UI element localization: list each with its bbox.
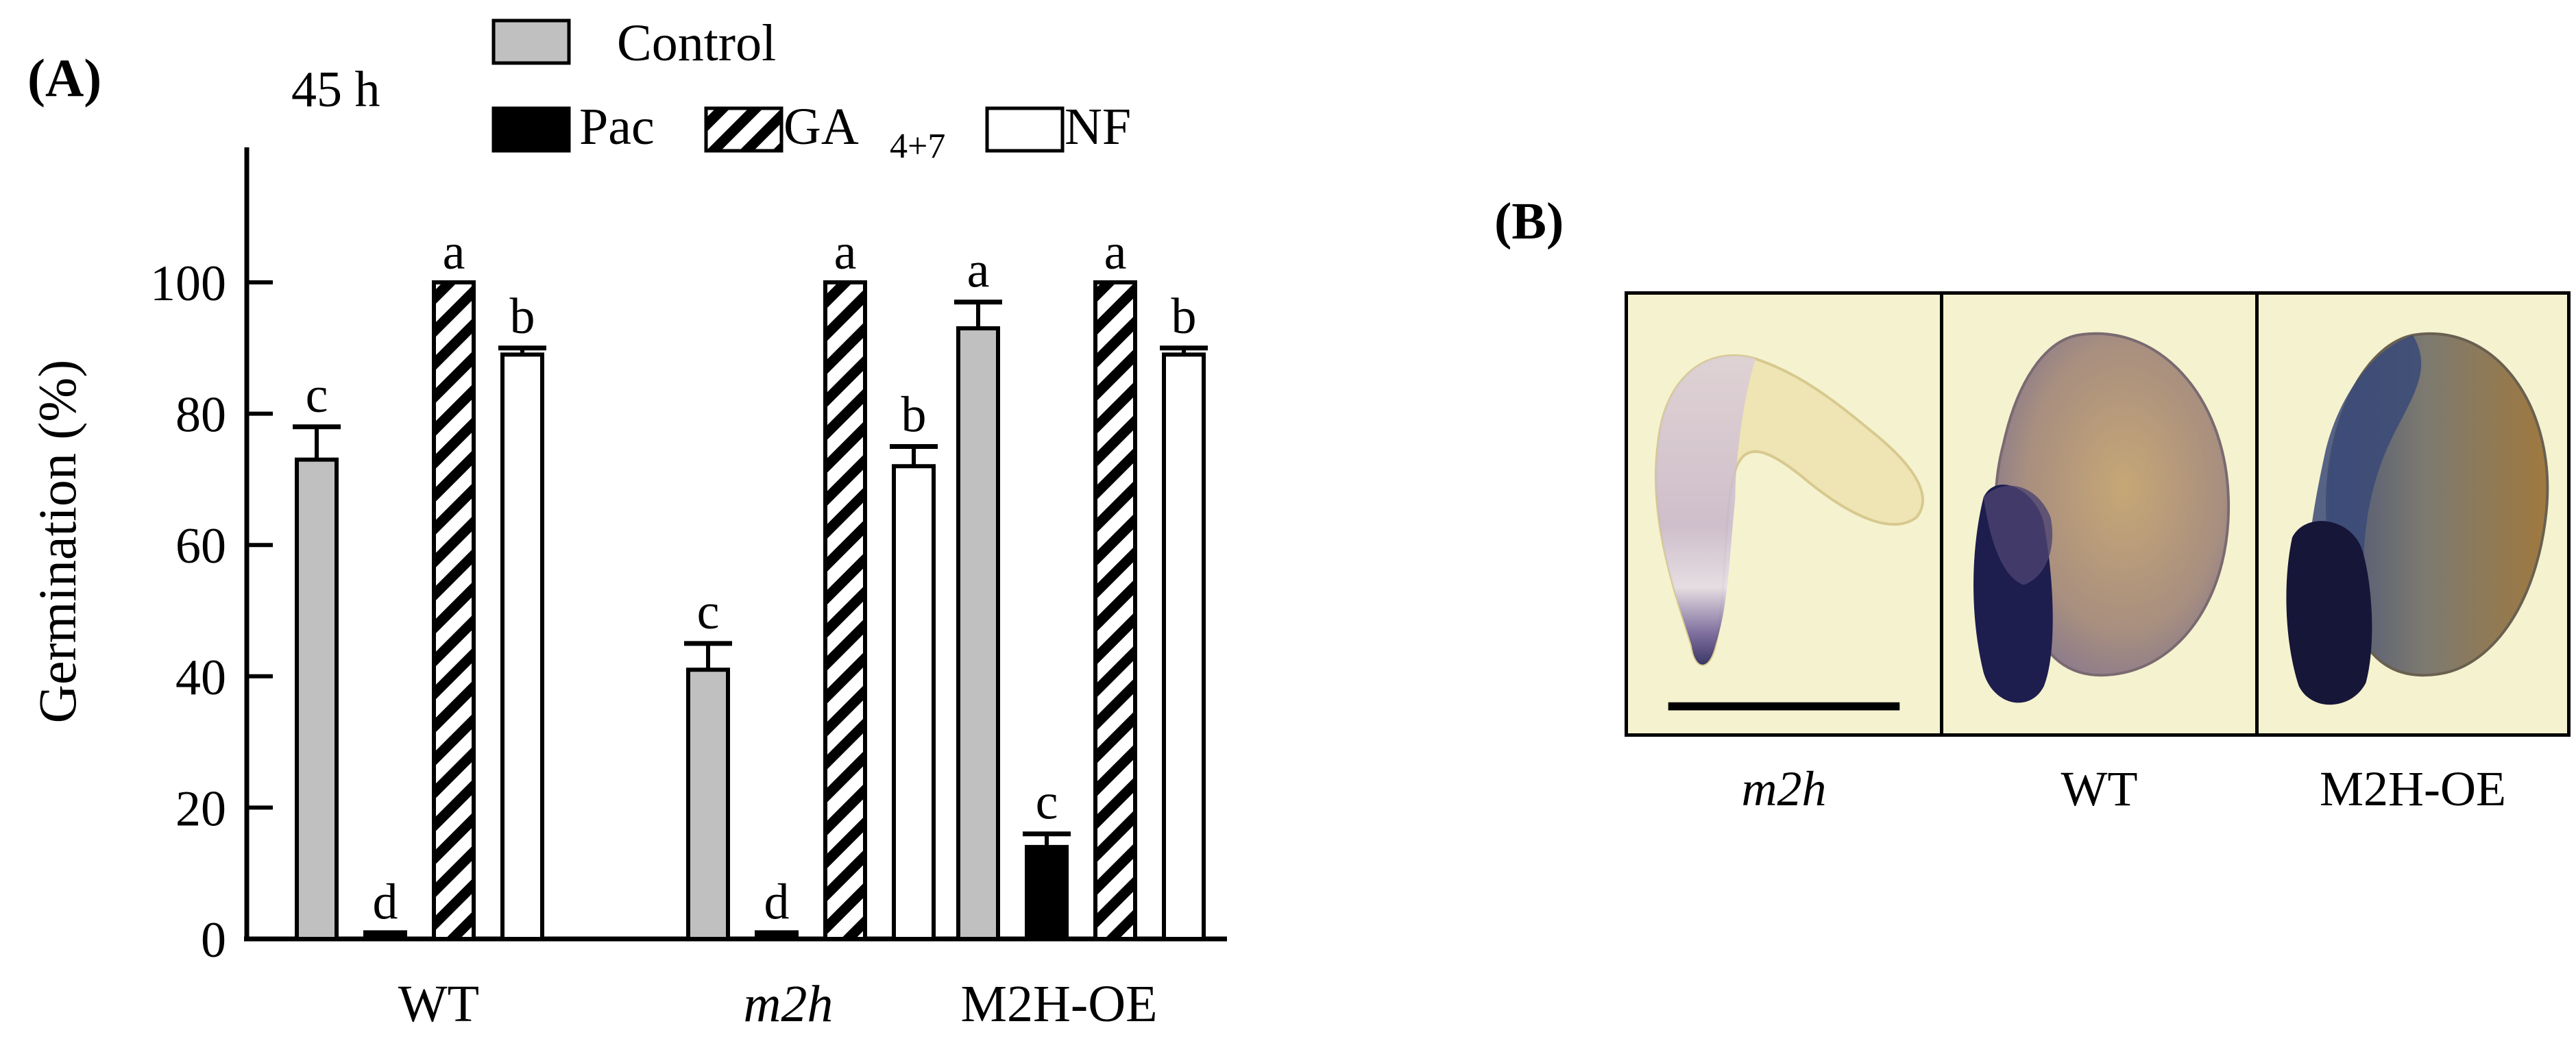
bar-pac-1 [755,930,799,942]
panel-b-label: (B) [1494,193,1564,250]
seed-image-wt [1940,291,2259,737]
bar-ga-2 [1093,280,1137,941]
significance-letter: d [764,874,790,930]
bar-pac-2 [1025,844,1069,941]
y-tick-label: 0 [201,912,226,968]
y-tick-label: 60 [175,518,226,574]
bar-control-2 [956,326,1000,941]
y-axis-label: Germination (%) [27,360,87,724]
legend-label-pac: Pac [579,98,655,156]
seed-image-m2h [1625,291,1943,737]
bar-nf-2 [1162,352,1206,941]
seed-image-m2h-oe [2255,291,2571,737]
legend-swatch-pac [491,106,571,153]
seed-illustration-m2h-oe [2286,332,2549,705]
bar-ga-0 [432,280,476,941]
bar-nf-1 [892,464,936,941]
bar-pac-0 [363,930,407,942]
seed-illustration-m2h [1654,354,1924,711]
y-ticks: 0 20 40 60 80 100 [150,256,273,968]
legend-swatch-control [491,19,571,65]
legend-label-ga-subscript: 4+7 [890,127,945,166]
significance-letter: c [1036,774,1058,831]
bar-control-0 [295,457,339,941]
y-tick-label: 20 [175,781,226,837]
bar-nf-0 [500,352,544,941]
bar-ga-1 [823,280,867,941]
x-category-label: WT [398,975,479,1033]
x-category-label: M2H-OE [960,975,1157,1033]
significance-letter: c [306,367,328,424]
legend-swatch-ga [704,106,783,153]
caption-wt: WT [2061,761,2138,816]
significance-letter: a [834,224,857,280]
bar-chart: (A) 45 h Control Pac GA 4+7 NF Germinati… [27,14,1227,1033]
significance-letter: a [1104,224,1127,280]
legend-label-ga: GA [783,98,859,156]
significance-letter: a [443,224,465,280]
significance-letter: d [373,874,398,930]
y-tick-label: 100 [150,256,226,312]
significance-letter: b [1171,289,1197,345]
significance-letter: a [967,243,990,299]
legend: Control Pac GA 4+7 NF [491,14,1131,166]
caption-m2h: m2h [1741,761,1827,816]
significance-letter: b [901,387,927,443]
significance-letter: c [697,584,720,640]
panel-b: (B) [1494,0,2576,1052]
time-label: 45 h [291,62,380,118]
legend-swatch-nf [985,106,1065,153]
seed-illustration-wt [1973,332,2230,703]
y-tick-label: 80 [175,387,226,443]
bar-control-1 [686,668,730,941]
x-categories: WT m2h M2H-OE [398,975,1158,1033]
caption-m2h-oe: M2H-OE [2320,761,2506,816]
legend-label-control: Control [617,14,776,72]
x-category-label: m2h [744,975,834,1033]
panel-a-label: (A) [27,48,101,108]
significance-letter: b [510,289,535,345]
y-tick-label: 40 [175,650,226,706]
legend-label-nf: NF [1065,98,1131,156]
